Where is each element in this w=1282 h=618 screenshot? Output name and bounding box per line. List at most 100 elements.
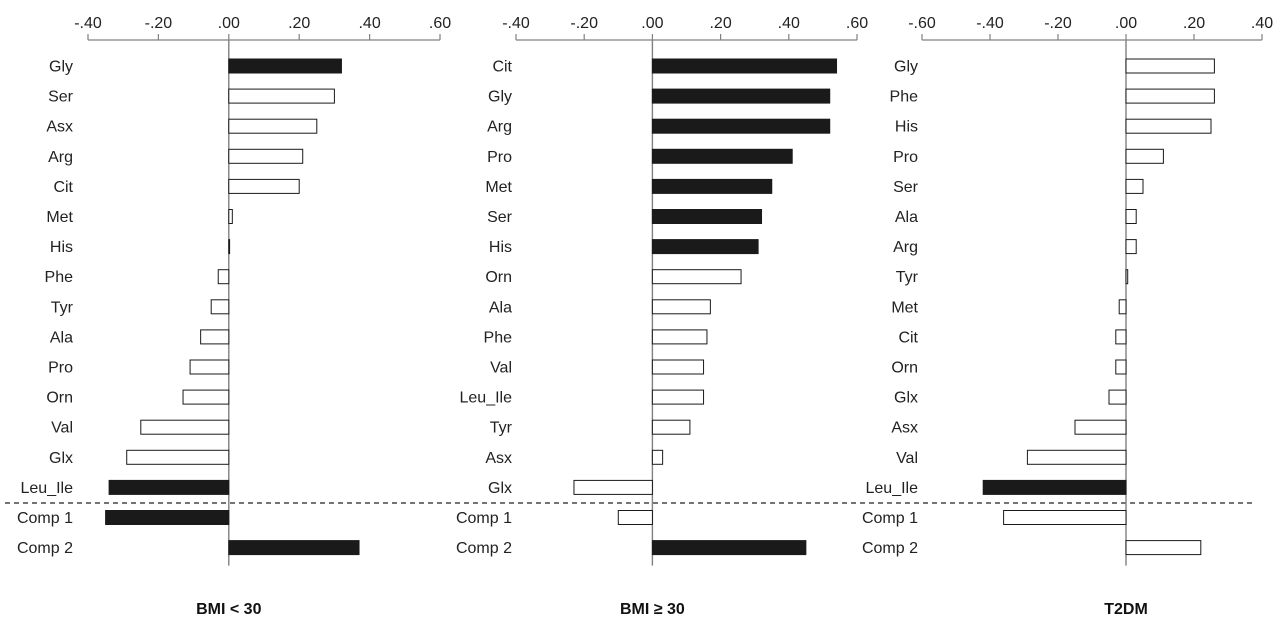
bar-arg (651, 118, 831, 134)
category-label: Gly (894, 59, 918, 76)
bar-asx (1074, 419, 1127, 435)
category-label: Comp 2 (17, 540, 73, 557)
bar-asx (228, 118, 318, 134)
bar-glx (1108, 389, 1127, 405)
panel-2: -.40 -.20 .00 .20 .40 .60 Cit Gly Arg Pro Met Ser Hi… (456, 15, 868, 618)
bar-gly (1125, 58, 1215, 74)
bar-tyr (210, 299, 230, 315)
category-label: Orn (891, 360, 918, 377)
category-label: Asx (891, 420, 918, 437)
category-label: Ala (50, 329, 73, 346)
category-label: Cit (898, 329, 918, 346)
category-label: Cit (53, 179, 73, 196)
category-label: Comp 2 (862, 540, 918, 557)
category-label: Pro (48, 360, 73, 377)
category-label: Met (46, 209, 73, 226)
x-tick-label: -.20 (145, 15, 173, 32)
bar-pro (1125, 148, 1164, 164)
x-tick-label: -.40 (74, 15, 102, 32)
category-label: Leu_Ile (460, 390, 513, 407)
bar-orn (182, 389, 230, 405)
category-label: Ser (487, 209, 513, 226)
bar-val (1026, 449, 1127, 465)
x-tick-label: -.20 (570, 15, 598, 32)
x-tick-label: .20 (1183, 15, 1205, 32)
bar-phe (1125, 88, 1215, 104)
bar-cit (228, 178, 300, 194)
bar-comp-2 (1125, 540, 1202, 556)
category-label: Asx (485, 450, 512, 467)
bar-glx (126, 449, 230, 465)
bar-comp-2 (651, 540, 807, 556)
category-label: Phe (890, 89, 919, 106)
x-tick-label: .00 (641, 15, 663, 32)
category-label: Phe (45, 269, 74, 286)
bar-ser (228, 88, 335, 104)
category-label: His (50, 239, 73, 256)
bar-arg (228, 148, 304, 164)
category-label: Comp 2 (456, 540, 512, 557)
x-tick-label: -.40 (502, 15, 530, 32)
bar-gly (228, 58, 342, 74)
panel-title: BMI < 30 (196, 601, 261, 618)
bar-met (228, 209, 233, 224)
category-label: Ala (895, 209, 918, 226)
category-label: Gly (49, 59, 73, 76)
bar-phe (217, 269, 230, 285)
bar-comp-1 (105, 510, 230, 525)
panel-title: T2DM (1104, 601, 1148, 618)
category-label: Val (896, 450, 918, 467)
bar-arg (1125, 239, 1137, 255)
bar-leu-ile (651, 389, 705, 405)
bar-met (1118, 299, 1127, 315)
x-tick-label: .00 (1115, 15, 1137, 32)
bar-orn (1115, 359, 1127, 375)
category-label: Orn (485, 269, 512, 286)
x-tick-label: .20 (709, 15, 731, 32)
category-label: Leu_Ile (21, 480, 74, 497)
category-label: Ser (48, 89, 74, 106)
category-label: Tyr (490, 420, 513, 437)
bar-asx (651, 449, 664, 465)
bar-cit (1115, 329, 1127, 345)
category-label: Orn (46, 390, 73, 407)
category-label: Pro (487, 149, 512, 166)
category-label: Leu_Ile (866, 480, 919, 497)
category-label: Ala (489, 299, 512, 316)
bar-ser (1125, 178, 1144, 194)
category-label: Arg (487, 119, 512, 136)
category-label: Glx (488, 480, 512, 497)
category-label: Pro (893, 149, 918, 166)
bar-cit (651, 58, 838, 74)
category-label: Asx (46, 119, 73, 136)
panel-title: BMI ≥ 30 (620, 601, 685, 618)
category-label: Gly (488, 89, 512, 106)
x-tick-label: .40 (1251, 15, 1273, 32)
bar-pro (189, 359, 230, 375)
category-label: Ser (893, 179, 919, 196)
bar-val (140, 419, 230, 435)
category-label: Glx (894, 390, 918, 407)
category-label: Phe (484, 329, 513, 346)
bar-tyr (1125, 269, 1129, 285)
x-tick-label: .00 (218, 15, 240, 32)
bar-pro (651, 148, 793, 164)
x-tick-label: .20 (288, 15, 310, 32)
panels: -.40 -.20 .00 .20 .40 .60 Gly Ser Asx Arg Cit Met Hi… (17, 15, 1273, 618)
bar-comp-1 (1003, 510, 1127, 525)
bar-leu-ile (982, 479, 1127, 495)
x-tick-label: .60 (846, 15, 868, 32)
category-label: Val (490, 360, 512, 377)
category-label: Comp 1 (862, 510, 918, 527)
category-label: Tyr (51, 299, 74, 316)
bar-his (651, 239, 759, 255)
x-tick-label: -.40 (976, 15, 1004, 32)
bar-his (228, 239, 231, 255)
x-tick-label: .40 (358, 15, 380, 32)
panel-1: -.40 -.20 .00 .20 .40 .60 Gly Ser Asx Arg Cit Met Hi… (17, 15, 451, 618)
bar-ala (200, 329, 230, 345)
category-label: Met (485, 179, 512, 196)
bar-glx (573, 479, 653, 495)
bar-his (1125, 118, 1212, 134)
